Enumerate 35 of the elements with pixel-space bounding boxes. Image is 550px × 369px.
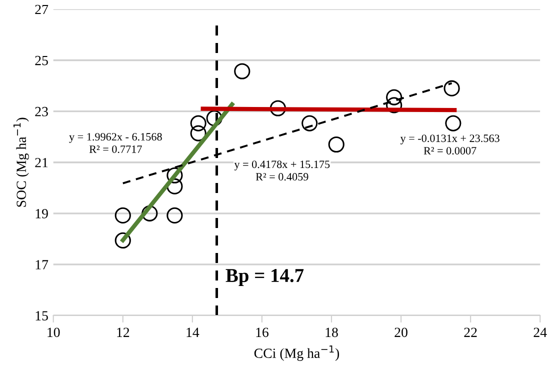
x-axis-title: CCi (Mg ha$^{−1}$): [254, 345, 340, 361]
ref-line-label: Bp = 14.7: [226, 269, 304, 286]
y-tick-label: 23: [35, 106, 48, 116]
y-tick-label: 15: [36, 311, 48, 320]
y-tick-label: 21: [35, 158, 48, 168]
x-tick-label: 18: [326, 328, 338, 338]
y-tick-label: 17: [36, 260, 48, 270]
x-tick-label: 20: [394, 328, 408, 338]
point: [270, 100, 286, 116]
point: [444, 80, 460, 96]
y-axis-title: SOC (Mg ha$^{−1}$): [13, 118, 29, 207]
x-tick-label: 12: [117, 328, 130, 337]
point: [302, 115, 318, 132]
point: [190, 115, 206, 132]
x-tick-label: 10: [48, 328, 60, 338]
annotation: y = -0.0131x + 23.563 R² = 0.0007: [400, 134, 500, 155]
x-tick-label: 22: [464, 328, 477, 337]
point: [234, 63, 250, 80]
point: [166, 167, 183, 184]
point: [114, 232, 131, 249]
x-tick-label: 14: [186, 328, 200, 337]
y-tick-label: 19: [36, 209, 48, 218]
y-tick-label: 27: [35, 4, 48, 14]
annotation: y = 0.4178x + 15.175 R² = 0.4059: [234, 160, 330, 181]
y-tick-label: 25: [35, 56, 48, 66]
x-tick-label: 16: [256, 328, 268, 338]
point: [114, 207, 131, 224]
point: [166, 207, 183, 224]
point: [445, 115, 462, 132]
point: [328, 136, 344, 153]
x-tick-label: 24: [534, 328, 547, 337]
point: [142, 205, 158, 222]
annotation: y = 1.9962x - 6.1568 R² = 0.7717: [69, 133, 162, 154]
point: [386, 89, 402, 106]
point: [190, 125, 206, 142]
